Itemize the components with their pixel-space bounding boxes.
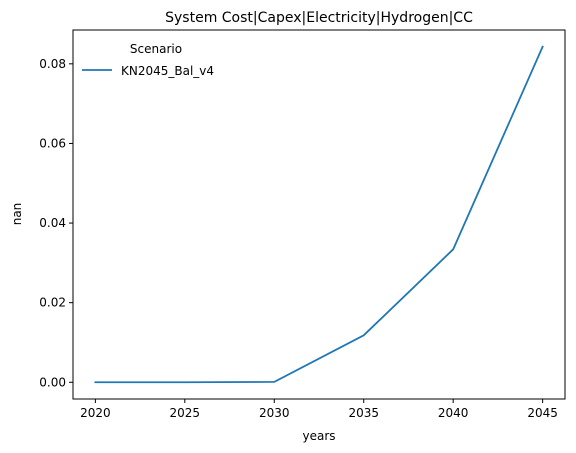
chart-title: System Cost|Capex|Electricity|Hydrogen|C… [165, 10, 473, 26]
legend-label: KN2045_Bal_v4 [121, 64, 214, 78]
plot-area: 2020 2025 2030 2035 2040 2045 0.00 0.02 0.04 0.06… [39, 45, 558, 420]
y-tick-label: 0.08 [39, 57, 66, 71]
legend: Scenario KN2045_Bal_v4 [82, 42, 214, 78]
x-tick-label: 2020 [80, 406, 111, 420]
y-tick-label: 0.06 [39, 136, 66, 150]
legend-title: Scenario [130, 42, 182, 56]
x-tick-label: 2025 [170, 406, 201, 420]
x-tick-label: 2035 [348, 406, 379, 420]
axes-frame [72, 29, 566, 400]
y-tick-label: 0.04 [39, 216, 66, 230]
x-axis-label: years [302, 429, 335, 443]
x-tick-label: 2030 [259, 406, 290, 420]
y-tick-label: 0.00 [39, 375, 66, 389]
x-tick-label: 2045 [527, 406, 558, 420]
x-tick-label: 2040 [438, 406, 469, 420]
y-axis-label: nan [10, 203, 24, 226]
series-line [94, 45, 544, 384]
y-tick-label: 0.02 [39, 296, 66, 310]
